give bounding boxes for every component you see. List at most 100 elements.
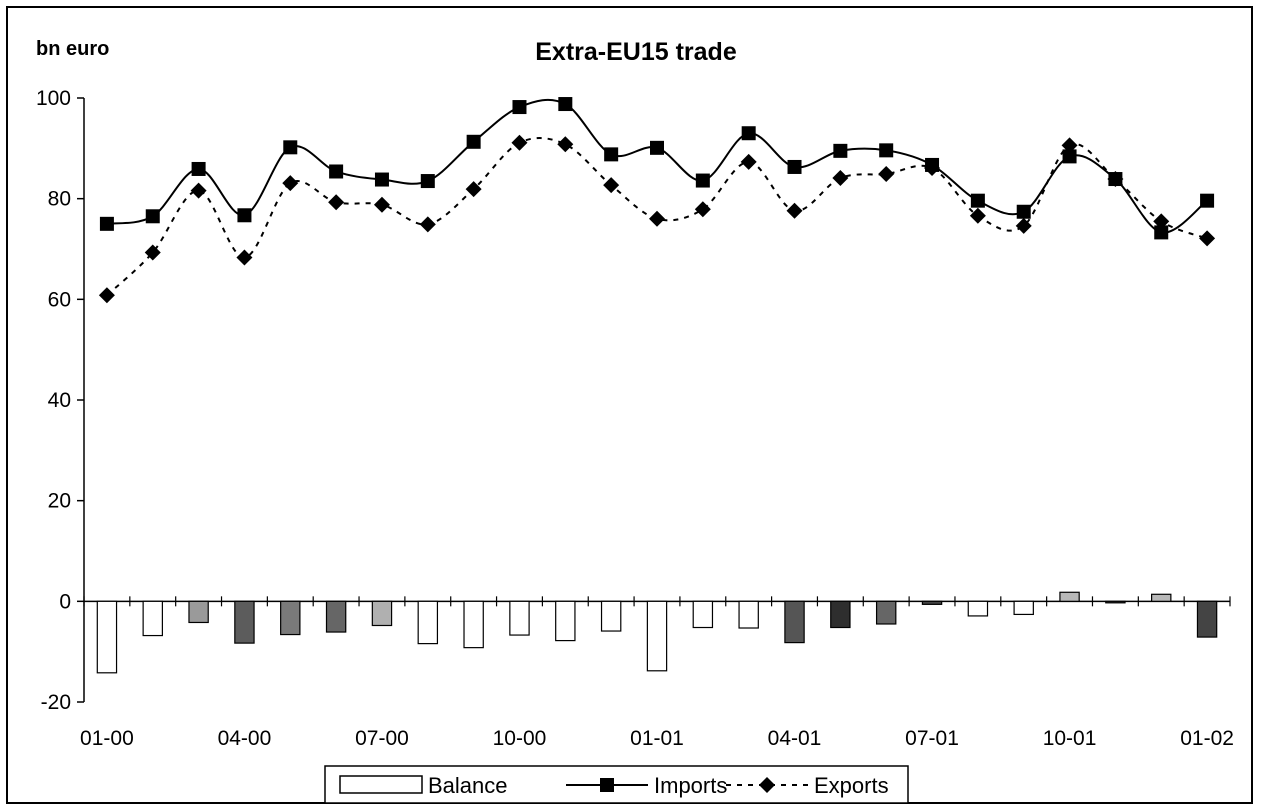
- imports-point: [512, 100, 527, 115]
- exports-point: [1107, 171, 1124, 188]
- exports-point: [694, 201, 711, 218]
- exports-point: [1199, 230, 1216, 247]
- balance-bar: [325, 600, 347, 633]
- legend-exports-marker: [759, 777, 775, 793]
- x-tick-label: 10-01: [1043, 727, 1097, 750]
- balance-bar: [188, 600, 209, 624]
- exports-point: [603, 177, 620, 194]
- balance-bar: [417, 600, 439, 645]
- imports-point: [283, 140, 298, 155]
- imports-point: [970, 193, 985, 208]
- imports-point: [558, 97, 573, 112]
- chart-frame: [6, 6, 1253, 804]
- exports-point: [1061, 137, 1078, 154]
- exports-point: [878, 166, 895, 183]
- balance-bar: [1013, 600, 1034, 616]
- x-tick-label: 01-02: [1180, 727, 1234, 750]
- exports-point: [1015, 217, 1032, 234]
- x-tick-label: 07-00: [355, 727, 409, 750]
- exports-point: [969, 207, 986, 224]
- legend: Balance Imports Exports: [324, 765, 909, 804]
- balance-bar: [463, 600, 484, 649]
- balance-bar: [234, 600, 255, 644]
- imports-point: [374, 172, 389, 187]
- y-tick-label: -20: [41, 691, 71, 714]
- balance-bar: [1196, 600, 1218, 638]
- imports-point: [695, 173, 710, 188]
- balance-bar: [142, 600, 163, 637]
- exports-point: [282, 175, 299, 192]
- series-markers: [98, 97, 1216, 304]
- exports-point: [465, 181, 482, 198]
- balance-bars: [96, 591, 1218, 674]
- exports-point: [557, 136, 574, 153]
- x-ticks: 01-00 04-00 07-00 10-00 01-01 04-01 07-01 10-01…: [80, 596, 1234, 750]
- balance-bar: [784, 600, 805, 644]
- series-lines: [106, 98, 1208, 297]
- exports-point: [236, 249, 253, 266]
- balance-bar: [96, 600, 118, 674]
- exports-point: [924, 159, 941, 176]
- y-unit-label: bn euro: [36, 38, 109, 60]
- exports-point: [190, 182, 207, 199]
- legend-balance-label: Balance: [428, 773, 508, 798]
- y-ticks: -20 0 20 40 60 80 100: [36, 87, 84, 714]
- exports-point: [144, 244, 161, 261]
- x-tick-label: 07-01: [905, 727, 959, 750]
- x-tick-label: 04-01: [768, 727, 822, 750]
- exports-point: [649, 210, 665, 227]
- imports-point: [145, 209, 160, 224]
- x-tick-label: 04-00: [218, 727, 272, 750]
- x-tick-label: 10-00: [493, 727, 547, 750]
- exports-point: [98, 287, 115, 304]
- imports-point: [466, 134, 481, 149]
- y-tick-label: 100: [36, 87, 71, 110]
- imports-point: [1062, 149, 1077, 164]
- imports-point: [604, 147, 619, 162]
- imports-point: [1154, 225, 1169, 240]
- exports-point: [786, 202, 803, 219]
- imports-point: [329, 164, 344, 179]
- balance-bar: [875, 600, 897, 625]
- imports-point: [237, 208, 252, 223]
- legend-exports-label: Exports: [814, 773, 889, 798]
- exports-point: [1153, 213, 1170, 230]
- exports-point: [419, 216, 436, 233]
- chart-title: Extra-EU15 trade: [535, 38, 737, 66]
- balance-bar: [692, 600, 714, 629]
- balance-bar: [738, 600, 759, 629]
- balance-bar: [600, 600, 622, 632]
- imports-point: [99, 216, 114, 231]
- exports-point: [832, 170, 849, 187]
- balance-bar: [1151, 593, 1172, 602]
- balance-bar: [1105, 600, 1126, 604]
- y-tick-label: 80: [48, 188, 71, 211]
- balance-bar: [830, 600, 851, 629]
- balance-bar: [280, 600, 301, 636]
- y-tick-label: 20: [48, 490, 71, 513]
- y-tick-label: 0: [59, 590, 71, 613]
- imports-point: [420, 174, 435, 189]
- imports-point: [1200, 193, 1215, 208]
- balance-bar: [509, 600, 530, 636]
- legend-imports-marker: [600, 778, 614, 792]
- y-tick-label: 40: [48, 389, 71, 412]
- x-tick-label: 01-00: [80, 727, 134, 750]
- imports-point: [1016, 204, 1031, 219]
- balance-bar: [646, 600, 668, 672]
- imports-point: [787, 159, 802, 174]
- legend-balance-swatch: [339, 775, 423, 794]
- imports-point: [833, 143, 848, 158]
- imports-point: [191, 161, 206, 176]
- balance-bar: [921, 600, 943, 605]
- imports-point: [650, 140, 664, 155]
- imports-point: [741, 126, 756, 141]
- y-tick-label: 60: [48, 288, 71, 311]
- balance-bar: [371, 600, 393, 627]
- x-tick-label: 01-01: [630, 727, 684, 750]
- balance-bar: [967, 600, 989, 617]
- exports-point: [373, 196, 390, 213]
- exports-point: [328, 194, 345, 211]
- imports-point: [879, 143, 894, 158]
